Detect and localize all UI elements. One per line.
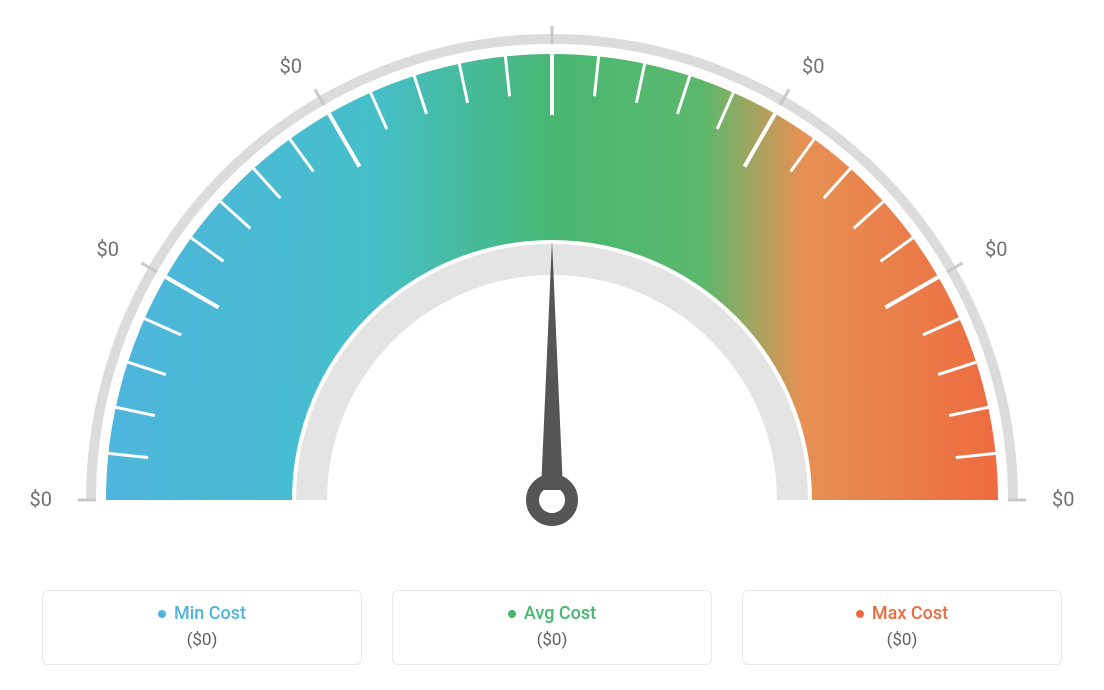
gauge-svg-wrap: $0 $0 $0 $0 $0 $0 $0 xyxy=(0,0,1104,560)
legend-value-min: ($0) xyxy=(187,630,218,650)
tick-label: $0 xyxy=(97,237,119,261)
tick-label: $0 xyxy=(541,0,563,3)
tick-label: $0 xyxy=(280,54,302,78)
legend-card-avg: Avg Cost ($0) xyxy=(392,590,712,665)
legend-title-min: Min Cost xyxy=(174,603,246,624)
legend-title-row: Max Cost xyxy=(856,603,948,624)
legend-value-avg: ($0) xyxy=(537,630,568,650)
legend-value-max: ($0) xyxy=(887,630,918,650)
legend-title-max: Max Cost xyxy=(872,603,948,624)
legend-title-row: Min Cost xyxy=(158,603,246,624)
tick-label: $0 xyxy=(30,487,52,511)
legend-title-row: Avg Cost xyxy=(508,603,596,624)
tick-label: $0 xyxy=(1052,487,1074,511)
legend-card-max: Max Cost ($0) xyxy=(742,590,1062,665)
legend-title-avg: Avg Cost xyxy=(524,603,596,624)
gauge-svg: $0 $0 $0 $0 $0 $0 $0 xyxy=(0,0,1104,560)
legend-dot-min xyxy=(158,610,166,618)
legend-dot-max xyxy=(856,610,864,618)
gauge-container: $0 $0 $0 $0 $0 $0 $0 Min Cost ($0) Avg Cost ($… xyxy=(0,0,1104,665)
tick-label: $0 xyxy=(985,237,1007,261)
legend-card-min: Min Cost ($0) xyxy=(42,590,362,665)
tick-label: $0 xyxy=(802,54,824,78)
legend-dot-avg xyxy=(508,610,516,618)
gauge-needle xyxy=(541,240,563,490)
legend-row: Min Cost ($0) Avg Cost ($0) Max Cost ($0… xyxy=(0,590,1104,665)
needle-hub xyxy=(533,481,572,520)
